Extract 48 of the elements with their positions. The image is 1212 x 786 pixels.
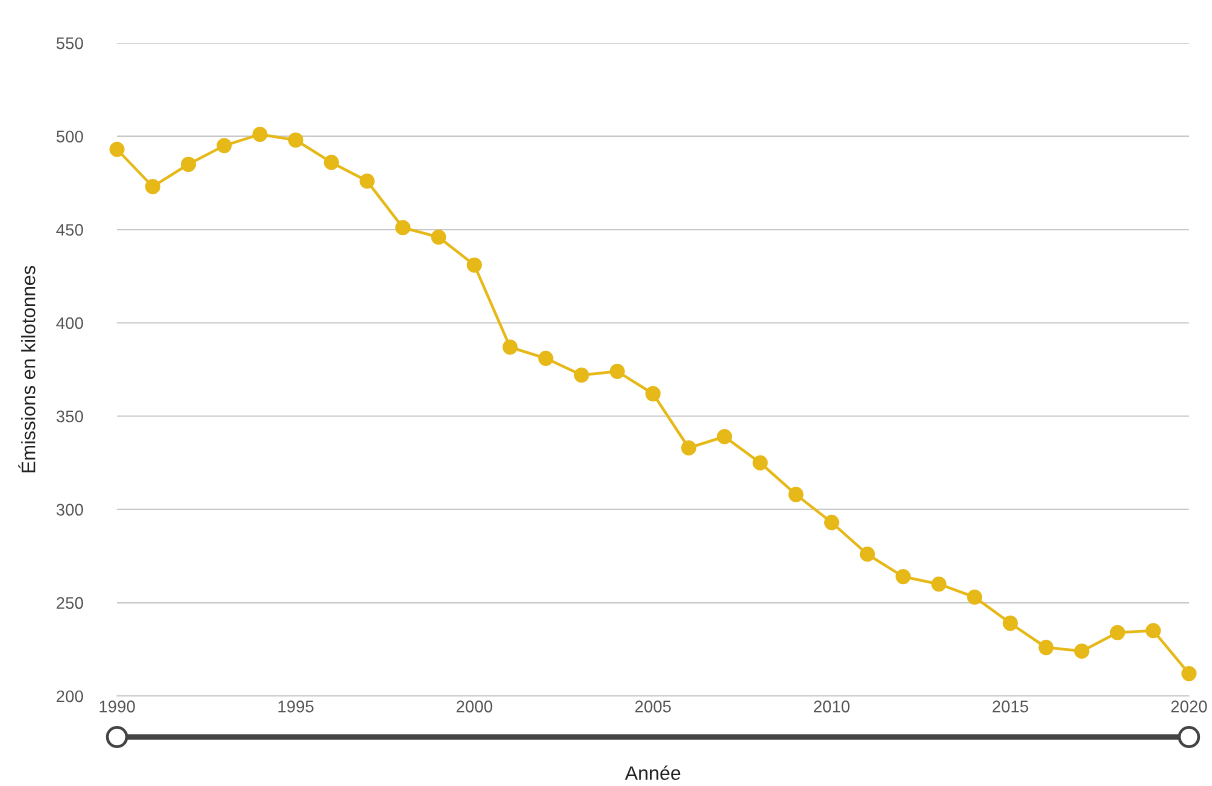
point xyxy=(538,350,554,366)
point xyxy=(502,339,518,355)
point xyxy=(645,386,661,402)
y-tick-label: 300 xyxy=(56,503,84,516)
point xyxy=(966,589,983,605)
point xyxy=(466,257,482,273)
point xyxy=(395,220,411,236)
x-tick-label: 2000 xyxy=(456,700,493,713)
point xyxy=(109,141,125,157)
y-tick-label: 350 xyxy=(56,410,84,423)
x-tick-label: 2015 xyxy=(992,700,1029,713)
point xyxy=(788,486,804,503)
y-axis-title: Émissions en kilotonnes xyxy=(18,265,36,473)
point xyxy=(359,173,375,189)
point xyxy=(1074,643,1090,659)
point xyxy=(859,546,876,562)
y-tick-label: 550 xyxy=(56,37,84,50)
point xyxy=(1109,624,1126,641)
point xyxy=(716,429,733,445)
y-tick-label: 450 xyxy=(56,223,84,236)
point xyxy=(1145,623,1161,639)
point xyxy=(216,137,232,154)
y-tick-label: 250 xyxy=(56,597,84,609)
y-tick-label: 400 xyxy=(56,317,84,330)
point xyxy=(609,363,625,380)
y-tick-label: 200 xyxy=(56,690,84,703)
x-tick-label: 1995 xyxy=(278,700,314,713)
point xyxy=(752,455,768,471)
y-tick-label: 500 xyxy=(56,130,84,143)
point xyxy=(573,367,590,383)
point xyxy=(430,229,447,245)
point xyxy=(824,514,840,531)
x-axis-title: Année xyxy=(624,765,681,780)
point xyxy=(895,568,911,585)
point xyxy=(252,126,268,143)
point xyxy=(1002,615,1018,631)
point xyxy=(681,440,697,456)
point xyxy=(288,132,304,148)
x-tick-label: 1990 xyxy=(99,700,135,713)
x-tick-label: 2020 xyxy=(1171,700,1207,713)
point xyxy=(1181,665,1197,682)
point xyxy=(180,156,197,172)
x-tick-label: 2010 xyxy=(813,700,850,713)
point xyxy=(931,576,947,592)
point xyxy=(145,179,161,195)
point xyxy=(323,154,340,171)
point xyxy=(1038,639,1054,656)
x-tick-label: 2005 xyxy=(635,700,671,713)
